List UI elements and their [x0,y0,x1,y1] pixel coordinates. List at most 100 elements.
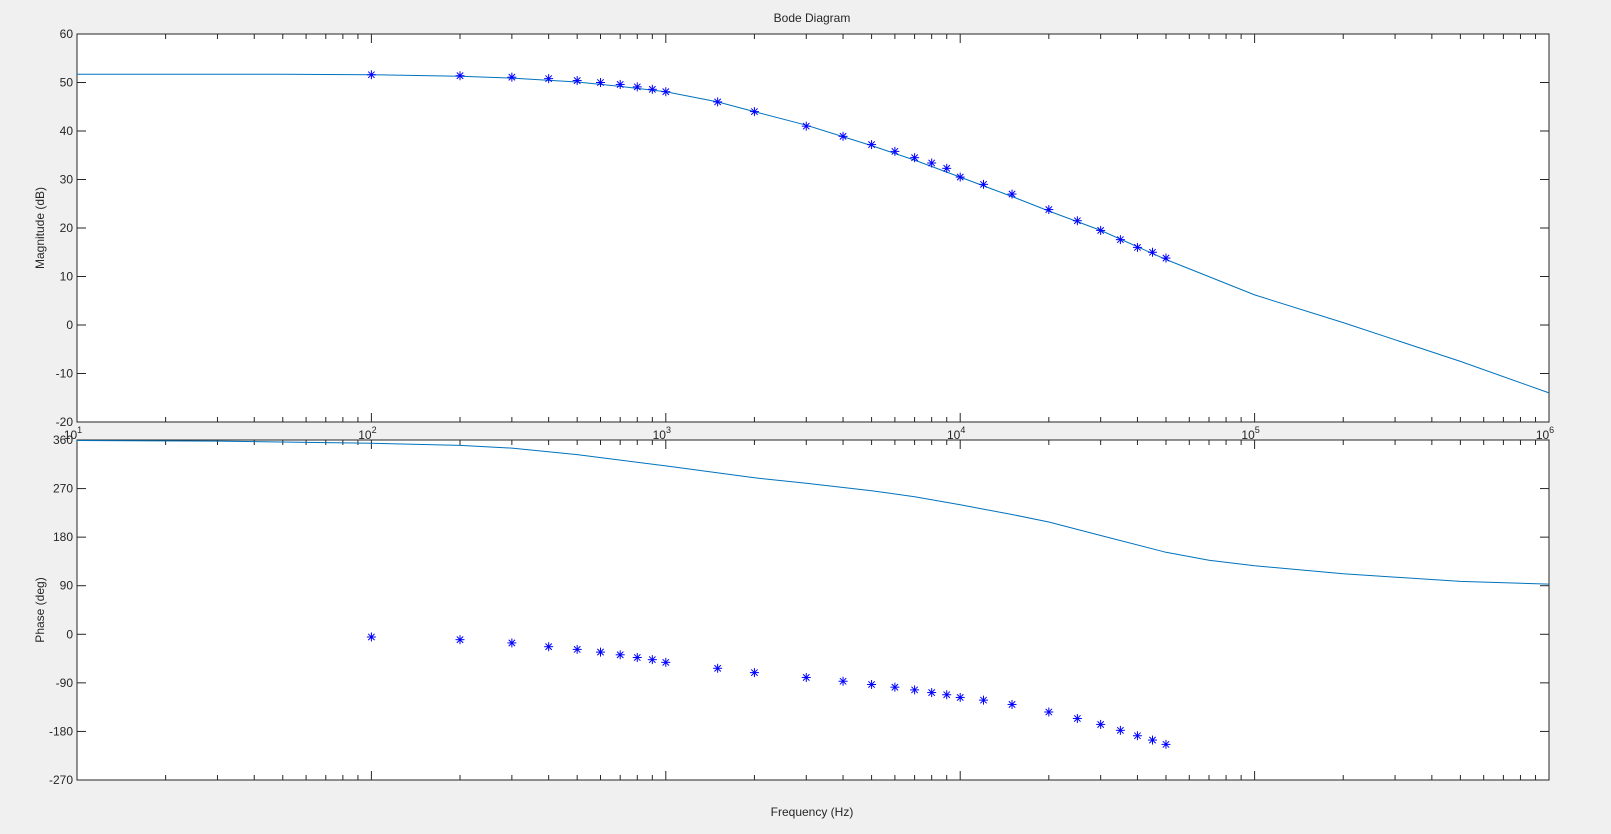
asterisk-marker-icon [891,147,899,155]
magnitude-axes-box [76,33,1550,423]
magnitude-y-tick-label: 30 [60,173,74,187]
magnitude-y-tick-label: 10 [60,270,74,284]
magnitude-data-point [979,179,989,189]
asterisk-marker-icon [616,651,624,659]
asterisk-marker-icon [911,686,919,694]
phase-y-tick-label: 360 [53,433,73,447]
asterisk-marker-icon [456,636,464,644]
phase-data-point [955,692,965,702]
magnitude-data-point [572,76,582,86]
magnitude-data-point [1072,216,1082,226]
phase-data-point [713,663,723,673]
asterisk-marker-icon [714,98,722,106]
asterisk-marker-icon [1148,248,1157,256]
magnitude-data-point [1044,205,1054,215]
magnitude-x-tick-label: 104 [947,425,965,442]
asterisk-marker-icon [367,71,375,79]
phase-y-tick-label: -90 [56,676,74,690]
magnitude-y-tick-label: 0 [66,318,73,332]
magnitude-y-tick-label: -20 [56,415,74,429]
asterisk-marker-icon [750,669,758,677]
phase-data-point [979,695,989,705]
magnitude-data-point [1161,253,1171,263]
phase-data-point [507,638,517,648]
phase-data-point [615,650,625,660]
magnitude-y-tick-label: 40 [60,124,74,138]
magnitude-data-point [595,78,605,87]
asterisk-marker-icon [1116,236,1124,244]
magnitude-data-point [801,121,811,131]
magnitude-plot: -20 -10 0 10 20 30 40 50 60 Magnitude (dB) 101 102 1… [33,27,1554,442]
magnitude-x-tick-label: 103 [653,425,671,442]
magnitude-data-point [890,146,900,156]
phase-data-point [455,635,465,645]
asterisk-marker-icon [1008,190,1016,198]
magnitude-data-point [1115,235,1125,245]
magnitude-y-tick-label: 20 [60,221,74,235]
magnitude-response-line [77,73,1550,394]
phase-data-point [595,647,605,657]
asterisk-marker-icon [508,73,516,81]
magnitude-data-point [1132,242,1142,252]
magnitude-data-point [955,172,965,182]
asterisk-marker-icon [545,75,553,83]
asterisk-marker-icon [1133,732,1141,740]
magnitude-data-point [838,131,848,141]
asterisk-marker-icon [943,164,951,172]
magnitude-data-point [1007,189,1017,199]
asterisk-marker-icon [943,691,951,699]
asterisk-marker-icon [648,656,656,664]
magnitude-data-point [632,82,642,92]
phase-plot: -270 -180 -90 0 90 180 270 360 Phase (deg) [33,433,1550,787]
asterisk-marker-icon [573,77,581,85]
asterisk-marker-icon [979,696,988,704]
asterisk-marker-icon [1073,217,1081,225]
magnitude-data-point [927,158,937,168]
asterisk-marker-icon [1116,726,1124,734]
magnitude-y-tick-label: -10 [56,367,74,381]
asterisk-marker-icon [367,633,375,641]
asterisk-marker-icon [1073,714,1081,723]
phase-data-point [1072,713,1082,723]
magnitude-data-point [615,79,625,89]
phase-data-point [867,679,877,689]
phase-data-point [1148,735,1158,745]
magnitude-x-tick-label: 106 [1536,425,1554,442]
magnitude-data-point [749,107,759,117]
magnitude-data-point [647,84,657,94]
asterisk-marker-icon [662,88,670,96]
asterisk-marker-icon [633,83,641,91]
asterisk-marker-icon [868,141,876,149]
asterisk-marker-icon [714,664,722,672]
phase-data-point [1115,725,1125,735]
asterisk-marker-icon [596,78,605,87]
asterisk-marker-icon [868,680,876,689]
phase-y-tick-label: 90 [60,579,74,593]
asterisk-marker-icon [662,658,670,666]
phase-axes-box [76,439,1550,781]
asterisk-marker-icon [456,72,464,80]
x-axis-label: Frequency (Hz) [771,805,854,819]
asterisk-marker-icon [1097,226,1105,234]
magnitude-y-axis-label: Magnitude (dB) [33,187,47,269]
figure-title: Bode Diagram [774,11,851,25]
magnitude-data-point [366,70,376,80]
asterisk-marker-icon [648,85,656,93]
magnitude-data-point [942,163,952,173]
asterisk-marker-icon [1133,243,1141,251]
asterisk-marker-icon [1045,708,1053,716]
phase-data-point [544,642,554,652]
asterisk-marker-icon [802,122,810,130]
phase-data-point [366,632,376,642]
magnitude-y-tick-label: 50 [60,76,74,90]
magnitude-data-point [544,74,554,84]
phase-data-point [1007,699,1017,709]
magnitude-data-point [713,97,723,107]
phase-data-point [572,644,582,654]
phase-data-point [1044,707,1054,717]
phase-y-tick-label: -180 [49,724,73,738]
magnitude-x-tick-label: 101 [64,425,82,442]
asterisk-marker-icon [802,673,810,681]
magnitude-y-tick-label: 60 [60,27,74,41]
